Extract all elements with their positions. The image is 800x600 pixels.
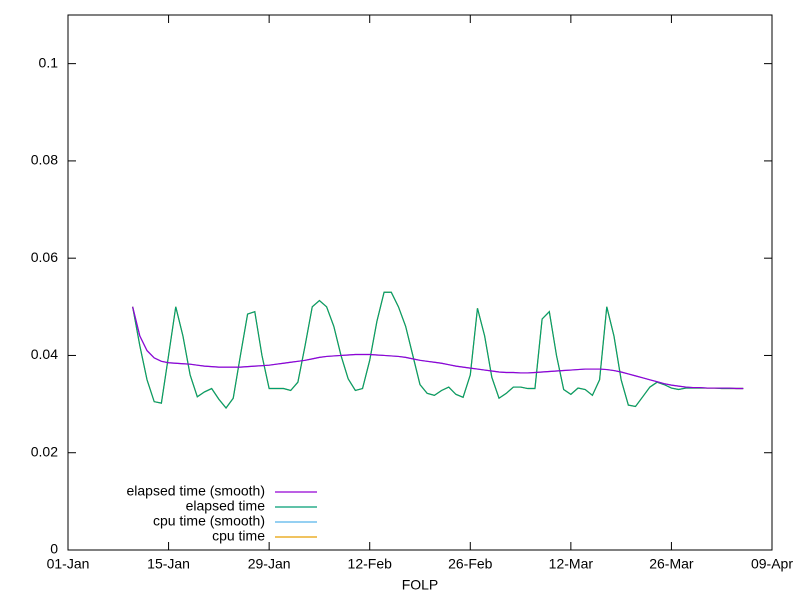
x-axis-label: FOLP bbox=[402, 577, 439, 593]
plot-frame bbox=[67, 14, 773, 551]
legend-label: elapsed time bbox=[186, 498, 266, 514]
x-tick-label: 15-Jan bbox=[147, 556, 190, 572]
y-tick-label: 0.04 bbox=[31, 346, 58, 362]
y-tick-label: 0.06 bbox=[31, 249, 58, 265]
series-line bbox=[132, 291, 744, 409]
legend-label: elapsed time (smooth) bbox=[126, 483, 265, 499]
x-tick-label: 26-Mar bbox=[649, 556, 694, 572]
x-tick-label: 26-Feb bbox=[448, 556, 493, 572]
x-tick-label: 12-Mar bbox=[549, 556, 594, 572]
x-tick-label: 29-Jan bbox=[248, 556, 291, 572]
y-tick-label: 0.02 bbox=[31, 443, 58, 459]
series-line bbox=[132, 291, 744, 409]
x-tick-label: 09-Apr bbox=[751, 556, 793, 572]
legend-label: cpu time bbox=[212, 528, 265, 544]
y-tick-label: 0.1 bbox=[39, 54, 59, 70]
series-line bbox=[132, 306, 744, 390]
y-tick-label: 0 bbox=[50, 541, 58, 557]
series-line bbox=[132, 306, 744, 390]
x-tick-label: 12-Feb bbox=[348, 556, 393, 572]
x-tick-label: 01-Jan bbox=[47, 556, 90, 572]
legend-label: cpu time (smooth) bbox=[153, 513, 265, 529]
y-tick-label: 0.08 bbox=[31, 152, 58, 168]
